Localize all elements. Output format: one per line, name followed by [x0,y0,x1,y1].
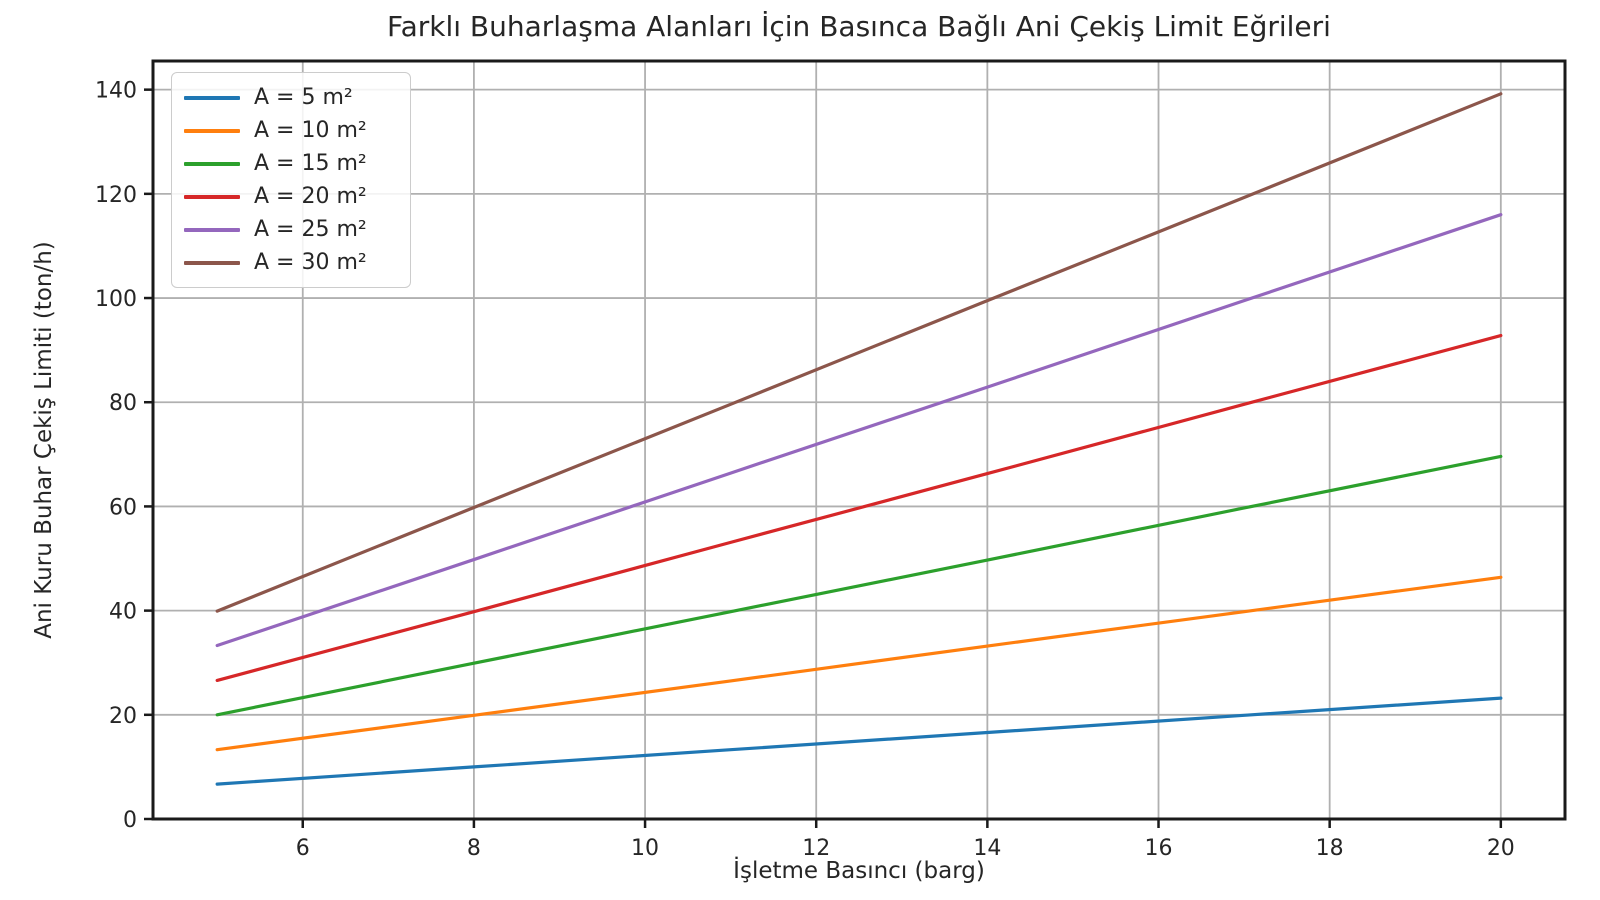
line-series-5 [215,213,1503,648]
y-tick-label: 0 [123,808,137,833]
x-tick-label: 6 [296,836,310,861]
x-tick-label: 16 [1145,836,1173,861]
x-tick-label: 10 [631,836,659,861]
y-tick-label: 20 [109,704,137,729]
legend-label: A = 25 m² [254,217,367,242]
legend: A = 5 m² A = 10 m² A = 15 m² A = 20 m² A = 2… [171,72,411,288]
y-tick-label: 140 [95,79,137,104]
legend-line-swatch [184,128,240,133]
x-axis-label: İşletme Basıncı (barg) [733,858,985,884]
legend-label: A = 10 m² [254,118,367,143]
y-tick-label: 40 [109,600,137,625]
chart-title: Farklı Buharlaşma Alanları İçin Basınca … [387,10,1331,43]
axes-spines [151,59,1567,821]
legend-line-swatch [184,194,240,199]
legend-label: A = 30 m² [254,250,367,275]
y-tick-label: 100 [95,287,137,312]
x-tick-label: 18 [1316,836,1344,861]
x-tick-label: 8 [467,836,481,861]
y-tick-label: 60 [109,495,137,520]
line-series-4 [215,333,1503,683]
y-axis-label: Ani Kuru Buhar Çekiş Limiti (ton/h) [31,241,57,639]
legend-label: A = 15 m² [254,151,367,176]
x-tick-label: 14 [973,836,1001,861]
legend-line-swatch [184,260,240,265]
legend-item: A = 25 m² [184,213,398,246]
line-series-6 [215,92,1503,613]
y-tick-label: 80 [109,391,137,416]
x-tick-label: 12 [802,836,830,861]
legend-label: A = 5 m² [254,85,353,110]
legend-line-swatch [184,95,240,100]
legend-label: A = 20 m² [254,184,367,209]
legend-item: A = 5 m² [184,81,398,114]
x-tick-label: 20 [1487,836,1515,861]
line-series-2 [215,575,1503,752]
legend-line-swatch [184,227,240,232]
y-tick-label: 120 [95,183,137,208]
legend-item: A = 30 m² [184,246,398,279]
legend-item: A = 15 m² [184,147,398,180]
line-series-3 [215,454,1503,717]
legend-item: A = 10 m² [184,114,398,147]
legend-item: A = 20 m² [184,180,398,213]
legend-line-swatch [184,161,240,166]
line-series-1 [215,696,1503,786]
